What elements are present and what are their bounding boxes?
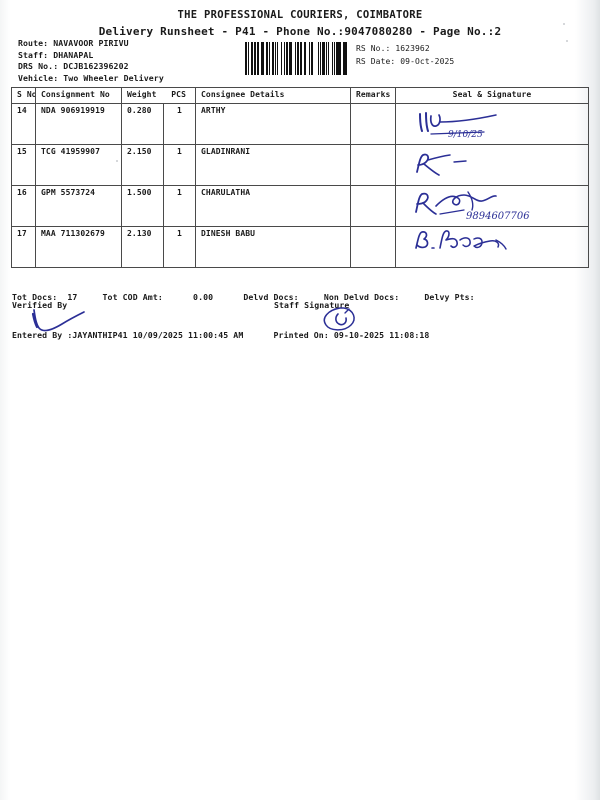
sno-cell: 16 (11, 185, 36, 227)
totals-block: Tot Docs: 17 Tot COD Amt: 0.00 Delvd Doc… (12, 266, 475, 366)
remarks-cell (350, 103, 396, 145)
row-15-signature-mark (416, 153, 467, 176)
runsheet-meta-left: Route: NAVAVOOR PIRIVU Staff: DHANAPAL D… (18, 38, 164, 84)
totals-line-2: Entered By :JAYANTHIP41 10/09/2025 11:00… (12, 329, 430, 340)
signature-footer: Verified By Staff Signature (12, 300, 572, 310)
verified-by-signature-mark (31, 309, 85, 332)
paper-speck (563, 23, 565, 25)
weight-cell: 0.280 (121, 103, 164, 145)
remarks-cell (350, 226, 396, 268)
consignee-cell: CHARULATHA (195, 185, 351, 227)
rs-date-label: RS Date: 09-Oct-2025 (356, 57, 455, 66)
route-label: Route: NAVAVOOR PIRIVU (18, 38, 129, 48)
sno-cell: 15 (11, 144, 36, 186)
pcs-cell: 1 (163, 185, 196, 227)
remarks-cell (350, 185, 396, 227)
col-header-sno: S No (11, 87, 36, 104)
row-16-signature-phone: 9894607706 (466, 211, 530, 222)
consignment-no-cell: MAA 711302679 (35, 226, 122, 268)
table-row: 16 GPM 5573724 1.500 1 CHARULATHA (11, 185, 589, 227)
table-header-row: S No Consignment No Weight PCS Consignee… (11, 87, 589, 104)
consignment-no-cell: GPM 5573724 (35, 185, 122, 227)
pcs-cell: 1 (163, 226, 196, 268)
row-14-signature-mark (419, 112, 497, 135)
consignment-no-cell: NDA 906919919 (35, 103, 122, 145)
consignment-table: S No Consignment No Weight PCS Consignee… (11, 87, 589, 268)
weight-cell: 2.130 (121, 226, 164, 268)
sno-cell: 17 (11, 226, 36, 268)
paper-speck (566, 40, 568, 42)
vehicle-label: Vehicle: Two Wheeler Delivery (18, 72, 164, 83)
col-header-weight-pcs: Weight PCS (121, 87, 196, 104)
table-body: 14 NDA 906919919 0.280 1 ARTHY 15 TCG 41959907… (11, 103, 589, 268)
rs-number-label: RS No.: 1623962 (356, 44, 430, 53)
staff-signature-mark (323, 307, 355, 331)
table-row: 17 MAA 711302679 2.130 1 DINESH BABU (11, 226, 589, 268)
consignee-cell: DINESH BABU (195, 226, 351, 268)
runsheet-meta-right: RS No.: 1623962 RS Date: 09-Oct-2025 (356, 42, 454, 68)
staff-label: Staff: DHANAPAL (18, 49, 94, 60)
seal-signature-cell (395, 185, 589, 227)
col-header-remarks: Remarks (350, 87, 396, 104)
paper-speck (116, 160, 118, 162)
row-17-signature-mark (415, 230, 507, 250)
verified-by-label: Verified By (12, 300, 68, 310)
consignment-no-cell: TCG 41959907 (35, 144, 122, 186)
col-header-consignee-details: Consignee Details (195, 87, 351, 104)
staff-signature-label: Staff Signature (274, 300, 350, 310)
consignee-cell: ARTHY (195, 103, 351, 145)
totals-line-1: Tot Docs: 17 Tot COD Amt: 0.00 Delvd Doc… (12, 292, 475, 302)
table-row: 15 TCG 41959907 2.150 1 GLADINRANI (11, 144, 589, 186)
runsheet-barcode (245, 42, 351, 75)
consignee-cell: GLADINRANI (195, 144, 351, 186)
pcs-cell: 1 (163, 144, 196, 186)
seal-signature-cell (395, 226, 589, 268)
col-header-seal-signature: Seal & Signature (395, 87, 589, 104)
sno-cell: 14 (11, 103, 36, 145)
row-14-signature-date: 9/10/25 (448, 130, 483, 140)
drs-number-label: DRS No.: DCJB162396202 (18, 61, 129, 71)
runsheet-subtitle: Delivery Runsheet - P41 - Phone No.:9047… (98, 25, 502, 38)
row-16-signature-mark (415, 191, 497, 215)
weight-cell: 2.150 (121, 144, 164, 186)
col-header-consignment-no: Consignment No (35, 87, 122, 104)
pcs-cell: 1 (163, 103, 196, 145)
company-title: THE PROFESSIONAL COURIERS, COIMBATORE (177, 9, 423, 21)
weight-cell: 1.500 (121, 185, 164, 227)
remarks-cell (350, 144, 396, 186)
